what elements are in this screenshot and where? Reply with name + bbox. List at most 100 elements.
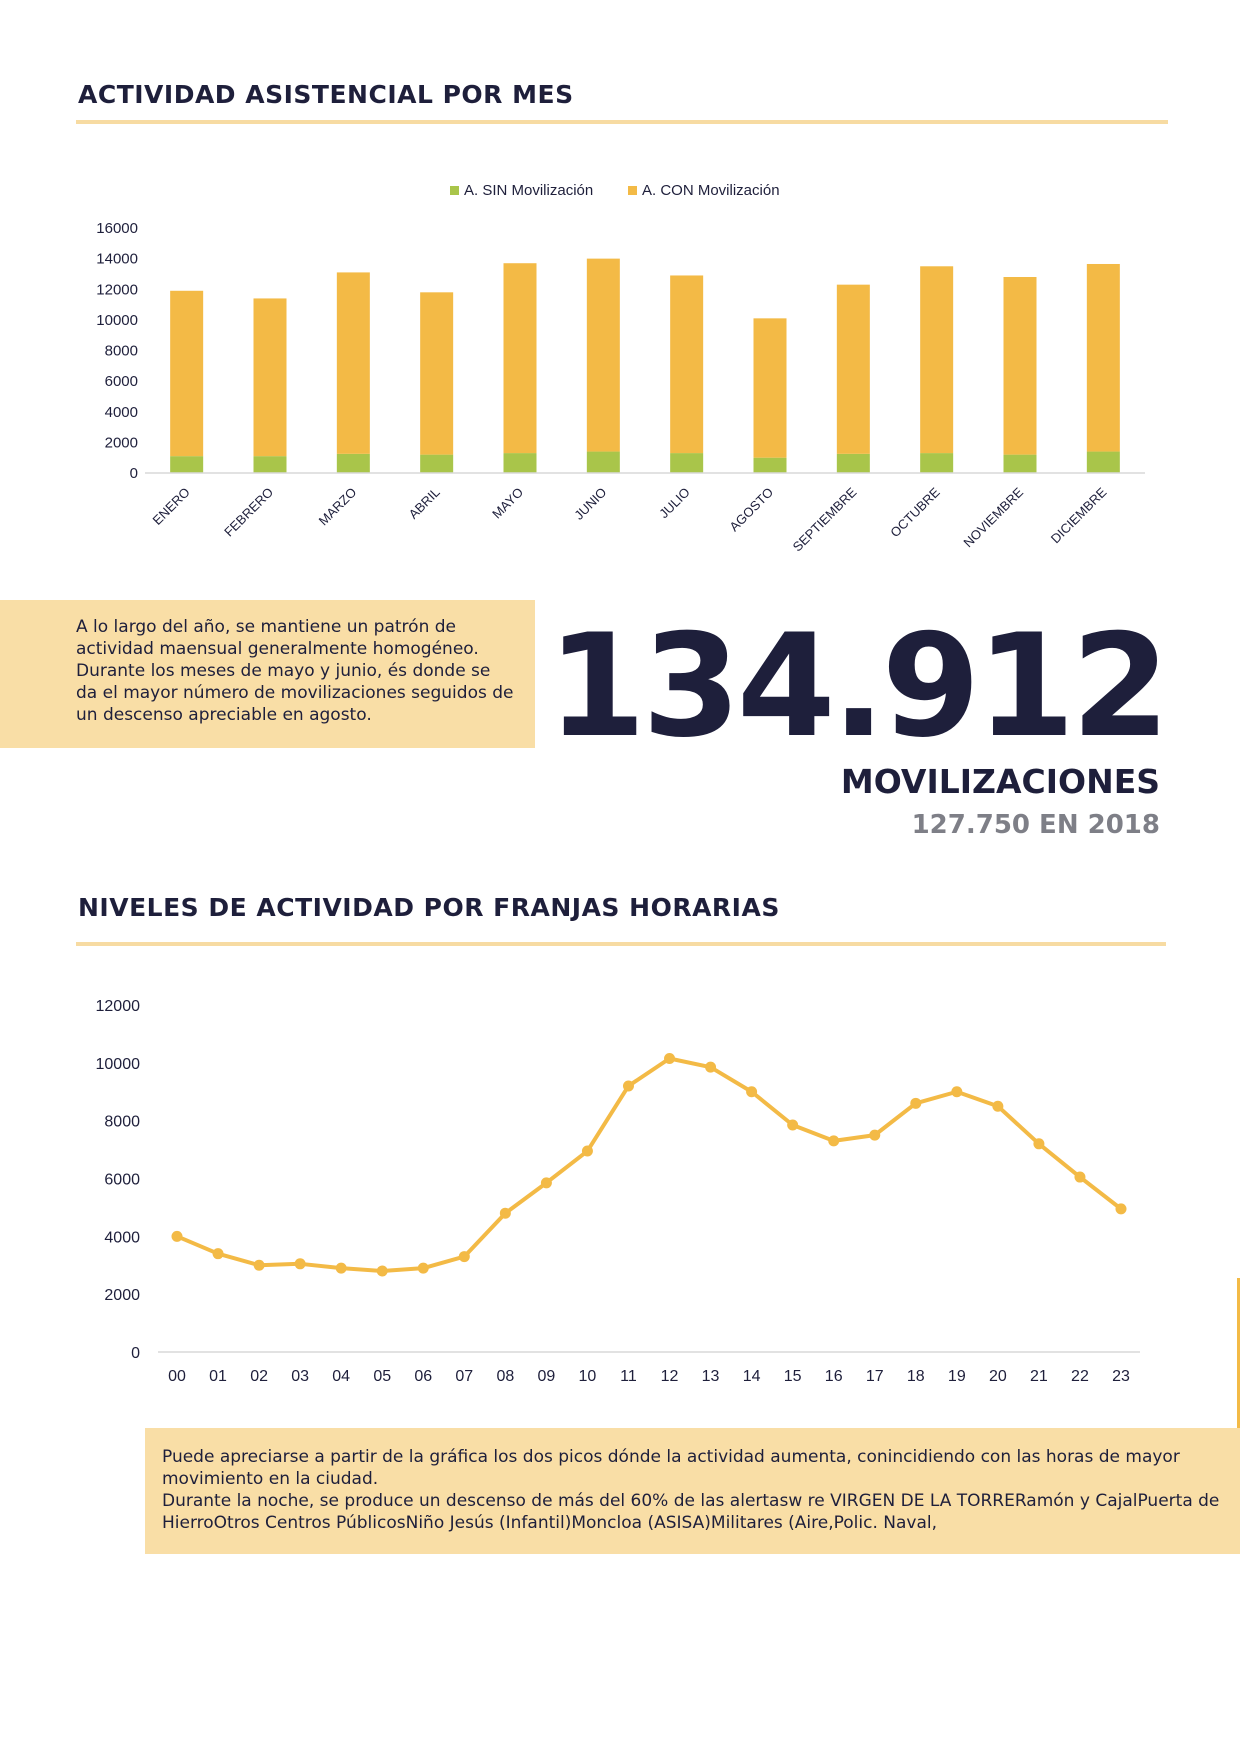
y-tick-label: 4000 <box>104 1229 140 1246</box>
section-divider <box>76 942 1166 946</box>
y-axis: 0 2000 4000 6000 8000 10000 12000 <box>96 998 141 1362</box>
bar-segment-sin <box>586 451 620 473</box>
data-point <box>705 1061 717 1073</box>
data-point <box>787 1119 799 1131</box>
previous-year-value: 127.750 EN 2018 <box>911 810 1160 840</box>
x-tick-label: 22 <box>1071 1368 1089 1385</box>
data-point <box>828 1135 840 1147</box>
x-tick-label: 16 <box>825 1368 843 1385</box>
data-point <box>746 1086 758 1098</box>
bar-segment-sin <box>753 457 787 473</box>
legend-swatch <box>628 186 637 195</box>
y-tick-label: 8000 <box>104 1114 140 1131</box>
data-point <box>171 1230 183 1242</box>
data-point <box>458 1251 470 1263</box>
bar-segment-con <box>503 263 537 454</box>
x-tick-label: NOVIEMBRE <box>960 484 1026 550</box>
data-point <box>253 1259 265 1271</box>
x-tick-label: 19 <box>948 1368 966 1385</box>
bar-segment-sin <box>836 453 870 473</box>
y-tick-label: 12000 <box>96 998 141 1015</box>
data-point <box>1115 1203 1127 1215</box>
x-tick-label: ENERO <box>149 485 192 528</box>
x-tick-label: 00 <box>168 1368 186 1385</box>
bar-segment-sin <box>670 453 704 473</box>
x-tick-label: 21 <box>1030 1368 1048 1385</box>
bar-segment-sin <box>1086 451 1120 473</box>
x-tick-label: 10 <box>579 1368 597 1385</box>
x-tick-label: MAYO <box>489 485 526 522</box>
x-tick-label: 14 <box>743 1368 761 1385</box>
data-point <box>499 1207 511 1219</box>
data-point <box>1074 1171 1086 1183</box>
y-tick-label: 4000 <box>105 404 138 421</box>
data-point <box>992 1100 1004 1112</box>
x-tick-label: 18 <box>907 1368 925 1385</box>
y-axis: 0 2000 4000 6000 8000 10000 12000 14000 16000 <box>96 220 138 482</box>
bar-segment-sin <box>1003 454 1037 473</box>
bar-segment-con <box>753 318 787 458</box>
hourly-activity-chart: 0 2000 4000 6000 8000 10000 12000 00 01 02 03 04 05… <box>96 998 1140 1385</box>
y-tick-label: 8000 <box>105 343 138 360</box>
x-tick-label: 17 <box>866 1368 884 1385</box>
x-tick-label: 09 <box>537 1368 555 1385</box>
bar-segment-con <box>170 290 204 457</box>
y-tick-label: 0 <box>131 1345 140 1362</box>
bars <box>170 258 1120 473</box>
data-point <box>910 1097 922 1109</box>
x-tick-label: 11 <box>620 1368 637 1385</box>
x-tick-label: 06 <box>414 1368 432 1385</box>
x-tick-label: 15 <box>784 1368 802 1385</box>
x-tick-label: AGOSTO <box>726 485 776 535</box>
bar-segment-sin <box>503 453 537 473</box>
data-point <box>1033 1138 1045 1150</box>
x-tick-label: 12 <box>661 1368 679 1385</box>
data-point <box>212 1248 224 1260</box>
x-tick-label: 04 <box>332 1368 350 1385</box>
chart-legend: A. SIN Movilización A. CON Movilización <box>450 182 780 199</box>
data-point <box>951 1086 963 1098</box>
x-tick-label: 13 <box>702 1368 720 1385</box>
bar-segment-sin <box>920 453 954 473</box>
x-tick-label: 05 <box>373 1368 391 1385</box>
y-tick-label: 14000 <box>96 251 138 268</box>
y-tick-label: 10000 <box>96 312 138 329</box>
data-point <box>335 1262 347 1274</box>
bar-segment-con <box>1003 277 1037 455</box>
x-tick-label: ABRIL <box>406 485 443 522</box>
y-tick-label: 16000 <box>96 220 138 237</box>
data-points <box>171 1052 1127 1277</box>
x-tick-label: DICIEMBRE <box>1048 484 1110 546</box>
y-tick-label: 2000 <box>104 1287 140 1304</box>
hourly-summary-note: Puede apreciarse a partir de la gráfica … <box>145 1428 1240 1554</box>
x-tick-label: SEPTIEMBRE <box>790 484 860 554</box>
section-divider <box>76 120 1168 124</box>
x-tick-label: 03 <box>291 1368 309 1385</box>
x-tick-label: MARZO <box>316 485 360 529</box>
data-point <box>376 1265 388 1277</box>
y-tick-label: 6000 <box>105 373 138 390</box>
x-tick-label: JULIO <box>656 485 693 522</box>
y-tick-label: 12000 <box>96 281 138 298</box>
hourly-section-title: NIVELES DE ACTIVIDAD POR FRANJAS HORARIA… <box>78 893 780 922</box>
data-point <box>581 1145 593 1157</box>
bar-segment-con <box>1086 263 1120 452</box>
bar-segment-sin <box>336 453 370 473</box>
series-line <box>176 1056 1123 1274</box>
hourly-note-line-2: Durante la noche, se produce un descenso… <box>162 1491 1220 1533</box>
x-tick-label: 20 <box>989 1368 1007 1385</box>
x-tick-label: JUNIO <box>571 485 609 523</box>
data-point <box>540 1177 552 1189</box>
bar-segment-con <box>420 292 454 455</box>
bar-segment-con <box>920 266 954 454</box>
data-point <box>869 1129 881 1141</box>
x-axis: 00 01 02 03 04 05 06 07 08 09 10 11 12 13 14 15 16 17 18 19… <box>168 1368 1130 1385</box>
bar-segment-sin <box>170 456 204 473</box>
bar-segment-con <box>670 275 704 454</box>
data-point <box>622 1080 634 1092</box>
y-tick-label: 0 <box>130 465 138 482</box>
x-tick-label: 02 <box>250 1368 268 1385</box>
x-tick-label: FEBRERO <box>221 485 276 540</box>
x-tick-label: 01 <box>209 1368 227 1385</box>
monthly-summary-note: A lo largo del año, se mantiene un patró… <box>0 600 535 748</box>
